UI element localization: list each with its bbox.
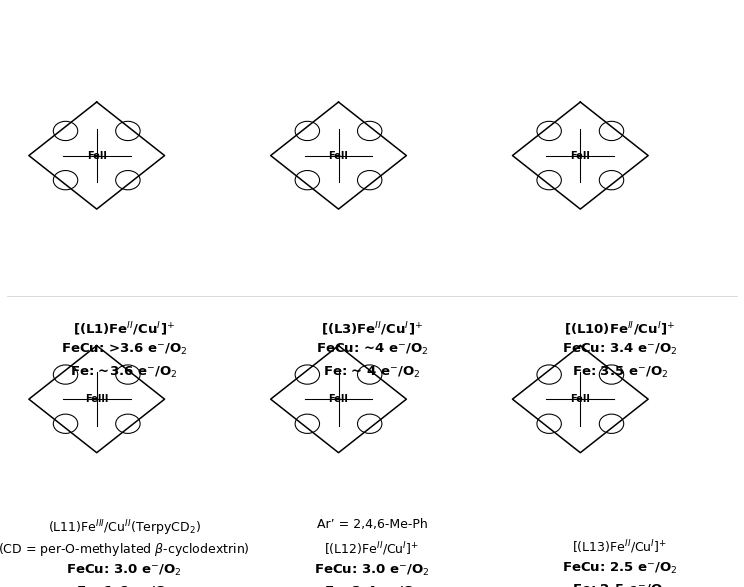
- Text: [(L10)Fe$^{II}$/Cu$^{I}$]$^{+}$: [(L10)Fe$^{II}$/Cu$^{I}$]$^{+}$: [564, 320, 676, 338]
- Text: FeIII: FeIII: [85, 394, 109, 404]
- Text: FeII: FeII: [329, 394, 348, 404]
- Text: FeII: FeII: [571, 394, 590, 404]
- Text: FeII: FeII: [571, 150, 590, 161]
- Text: FeCu: 3.0 e$^{-}$/O$_{2}$: FeCu: 3.0 e$^{-}$/O$_{2}$: [66, 563, 182, 578]
- Text: FeII: FeII: [87, 150, 106, 161]
- Text: Fe: 1.6 e$^{-}$/O$_{2}$: Fe: 1.6 e$^{-}$/O$_{2}$: [76, 585, 173, 587]
- Text: FeII: FeII: [329, 150, 348, 161]
- Text: FeCu: 3.4 e$^{-}$/O$_{2}$: FeCu: 3.4 e$^{-}$/O$_{2}$: [562, 342, 678, 357]
- Text: (CD = per-O-methylated $\beta$-cyclodextrin): (CD = per-O-methylated $\beta$-cyclodext…: [0, 541, 250, 558]
- Text: [(L1)Fe$^{II}$/Cu$^{I}$]$^{+}$: [(L1)Fe$^{II}$/Cu$^{I}$]$^{+}$: [73, 320, 176, 338]
- Text: Fe: 3.5 e$^{-}$/O$_{2}$: Fe: 3.5 e$^{-}$/O$_{2}$: [571, 365, 668, 380]
- Text: FeCu: 2.5 e$^{-}$/O$_{2}$: FeCu: 2.5 e$^{-}$/O$_{2}$: [562, 561, 678, 576]
- Text: Fe: ~ 4 e$^{-}$/O$_{2}$: Fe: ~ 4 e$^{-}$/O$_{2}$: [323, 365, 421, 380]
- Text: (L11)Fe$^{III}$/Cu$^{II}$(TerpyCD$_{2}$): (L11)Fe$^{III}$/Cu$^{II}$(TerpyCD$_{2}$): [48, 518, 201, 538]
- Text: FeCu: ~4 e$^{-}$/O$_{2}$: FeCu: ~4 e$^{-}$/O$_{2}$: [315, 342, 429, 357]
- Text: Fe: 2.4 e$^{-}$/O$_{2}$: Fe: 2.4 e$^{-}$/O$_{2}$: [324, 585, 420, 587]
- Text: [(L3)Fe$^{II}$/Cu$^{I}$]$^{+}$: [(L3)Fe$^{II}$/Cu$^{I}$]$^{+}$: [321, 320, 423, 338]
- Text: Ar’ = 2,4,6-Me-Ph: Ar’ = 2,4,6-Me-Ph: [317, 518, 427, 531]
- Text: [(L13)Fe$^{II}$/Cu$^{I}$]$^{+}$: [(L13)Fe$^{II}$/Cu$^{I}$]$^{+}$: [572, 538, 667, 556]
- Text: Fe: ~3.6 e$^{-}$/O$_{2}$: Fe: ~3.6 e$^{-}$/O$_{2}$: [71, 365, 178, 380]
- Text: Fe: 2.5 e$^{-}$/O$_{2}$: Fe: 2.5 e$^{-}$/O$_{2}$: [571, 583, 668, 587]
- Text: FeCu: 3.0 e$^{-}$/O$_{2}$: FeCu: 3.0 e$^{-}$/O$_{2}$: [314, 563, 430, 578]
- Text: [(L12)Fe$^{II}$/Cu$^{I}$]$^{+}$: [(L12)Fe$^{II}$/Cu$^{I}$]$^{+}$: [324, 541, 420, 558]
- Text: FeCu: >3.6 e$^{-}$/O$_{2}$: FeCu: >3.6 e$^{-}$/O$_{2}$: [61, 342, 187, 357]
